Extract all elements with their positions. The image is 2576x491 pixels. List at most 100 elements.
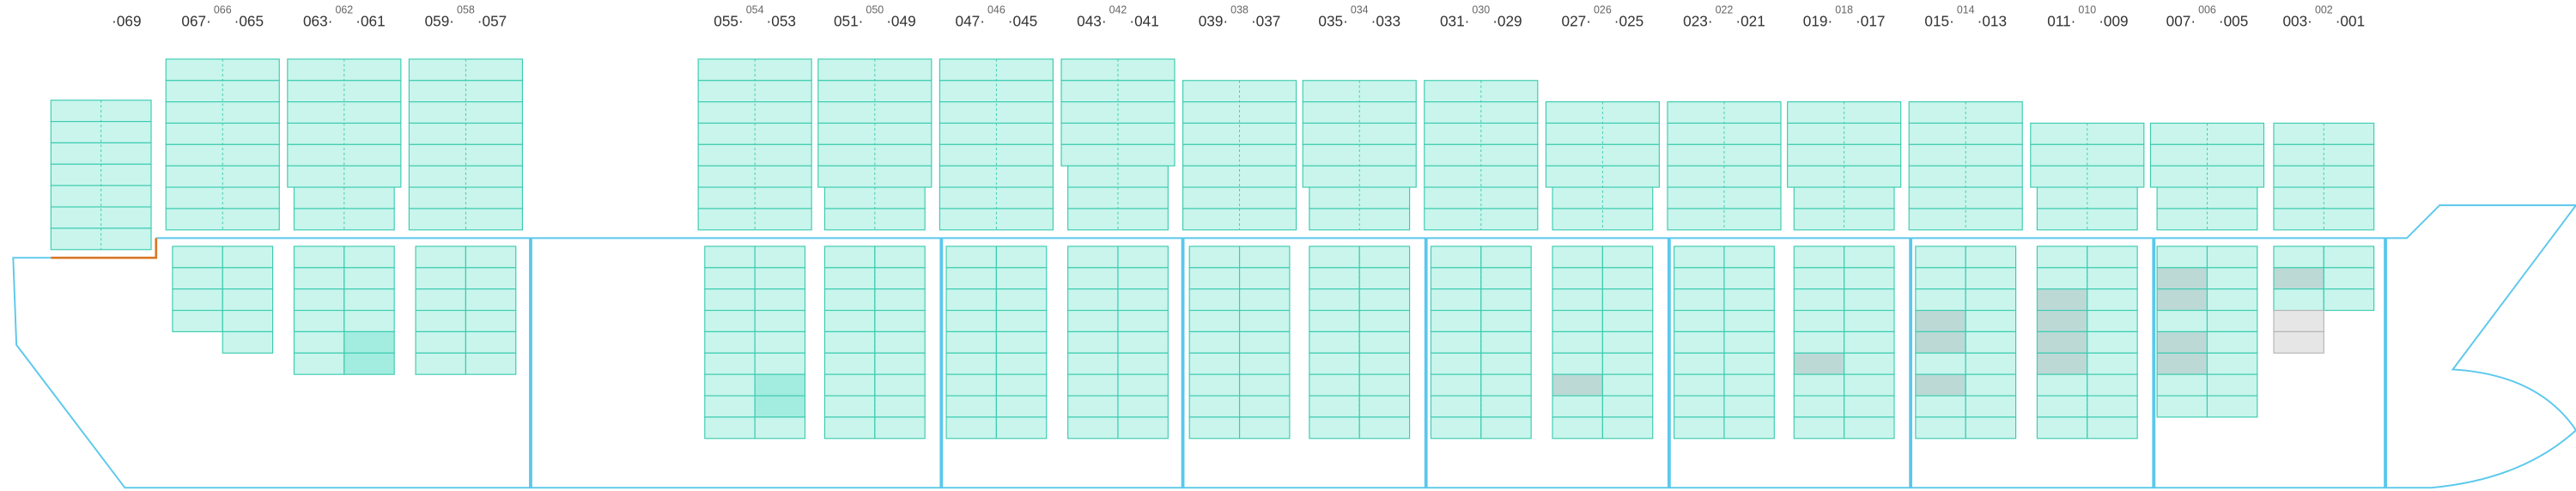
container-slot: [1965, 395, 2017, 418]
container-slot: [2087, 395, 2138, 418]
container-slot: [1601, 309, 1654, 333]
container-slot: [1358, 416, 1411, 439]
bay: 035· 034·033: [1302, 3, 1417, 439]
container-slot: [1844, 373, 1895, 397]
container-slot: [1309, 352, 1360, 375]
container-slot: [945, 395, 997, 418]
bay-label: 019·: [1803, 13, 1832, 30]
bay: ·069: [50, 13, 152, 251]
container-slot: [1601, 288, 1654, 312]
container-slot: [2273, 330, 2324, 354]
container-slot: [2206, 395, 2258, 418]
container-slot: [1358, 267, 1411, 290]
container-slot: [2273, 267, 2324, 290]
bay-label: ·057: [477, 13, 507, 30]
container-slot: [1723, 373, 1775, 397]
container-slot: [1965, 330, 2017, 354]
container-slot: [1552, 246, 1603, 269]
container-slot: [945, 267, 997, 290]
container-slot: [1238, 288, 1291, 312]
bay-label: 011·: [2047, 13, 2075, 30]
container-slot: [1238, 395, 1291, 418]
container-slot: [1309, 373, 1360, 397]
container-slot: [1067, 246, 1119, 269]
container-slot: [1674, 288, 1725, 312]
container-slot: [1552, 288, 1603, 312]
container-slot: [2206, 373, 2258, 397]
container-slot: [874, 267, 926, 290]
container-slot: [1844, 395, 1895, 418]
container-slot: [2087, 416, 2138, 439]
bay: 019·018·017: [1787, 3, 1902, 439]
container-slot: [1793, 267, 1845, 290]
bay-label-even: 066: [214, 3, 232, 15]
container-slot: [172, 309, 223, 333]
container-slot: [1117, 373, 1169, 397]
container-slot: [415, 246, 466, 269]
container-slot: [1965, 309, 2017, 333]
bay-label: ·037: [1251, 13, 1280, 30]
container-slot: [704, 330, 756, 354]
container-slot: [1430, 267, 1482, 290]
bay-label: ·009: [2099, 13, 2128, 30]
bay: 027·026·025: [1545, 3, 1660, 439]
container-slot: [754, 267, 806, 290]
container-slot: [823, 246, 876, 269]
container-slot: [1674, 373, 1725, 397]
container-slot: [1430, 309, 1482, 333]
container-slot: [754, 330, 806, 354]
container-slot: [1844, 352, 1895, 375]
bay-label: ·005: [2219, 13, 2248, 30]
container-slot: [1358, 352, 1411, 375]
container-slot: [1430, 352, 1482, 375]
bay-label: ·029: [1492, 13, 1522, 30]
container-slot: [1358, 330, 1411, 354]
container-slot: [2036, 416, 2088, 439]
bay-label: 007·: [2166, 13, 2196, 30]
container-slot: [704, 373, 756, 397]
container-slot: [2206, 309, 2258, 333]
container-slot: [823, 330, 876, 354]
container-slot: [222, 246, 274, 269]
container-slot: [1723, 309, 1775, 333]
container-slot: [1309, 309, 1360, 333]
container-slot: [415, 309, 466, 333]
container-slot: [172, 267, 223, 290]
container-slot: [2156, 246, 2208, 269]
container-slot: [2087, 373, 2138, 397]
container-slot: [1480, 395, 1532, 418]
container-slot: [1067, 309, 1119, 333]
container-slot: [704, 267, 756, 290]
container-slot: [1844, 309, 1895, 333]
container-slot: [1117, 352, 1169, 375]
container-slot: [754, 288, 806, 312]
hull-outline: [12, 204, 2576, 489]
container-slot: [293, 288, 345, 312]
container-slot: [754, 395, 806, 418]
bay-label: 051·: [834, 13, 863, 30]
container-slot: [1674, 395, 1725, 418]
container-slot: [754, 416, 806, 439]
container-slot: [1601, 395, 1654, 418]
container-slot: [1793, 352, 1845, 375]
container-slot: [1480, 267, 1532, 290]
container-slot: [823, 352, 876, 375]
container-slot: [465, 267, 517, 290]
container-slot: [1480, 309, 1532, 333]
container-slot: [2087, 288, 2138, 312]
container-slot: [874, 373, 926, 397]
container-slot: [2036, 330, 2088, 354]
container-slot: [2323, 267, 2375, 290]
bay-label-even: 058: [457, 3, 475, 15]
container-slot: [1601, 352, 1654, 375]
container-slot: [754, 373, 806, 397]
container-slot: [415, 330, 466, 354]
container-slot: [1723, 352, 1775, 375]
container-slot: [995, 288, 1048, 312]
bay-label-even: 030: [1472, 3, 1490, 15]
container-slot: [1188, 309, 1241, 333]
container-slot: [1430, 246, 1482, 269]
container-slot: [1067, 373, 1119, 397]
container-slot: [1238, 373, 1291, 397]
